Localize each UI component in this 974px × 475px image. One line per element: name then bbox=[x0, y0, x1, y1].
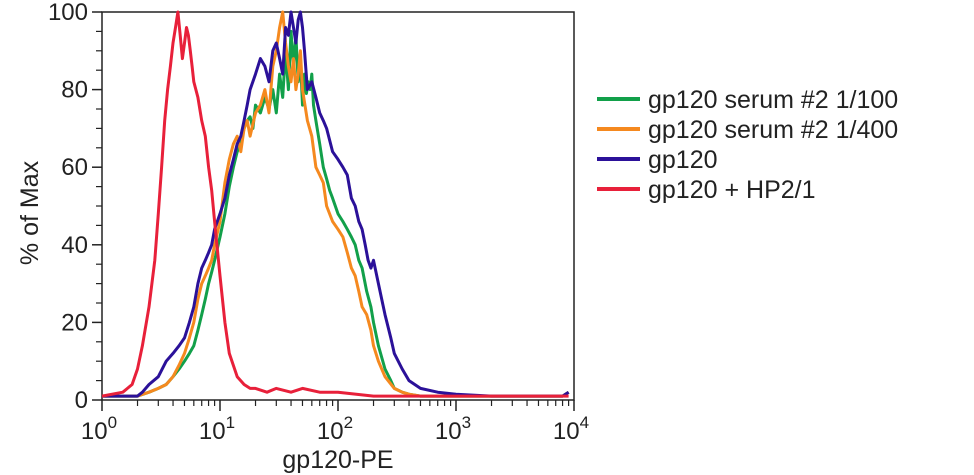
x-tick-label: 102 bbox=[317, 413, 353, 445]
y-tick-label: 100 bbox=[48, 0, 88, 26]
plot-area bbox=[101, 11, 575, 401]
legend-label: gp120 serum #2 1/400 bbox=[648, 116, 898, 144]
y-tick-label: 60 bbox=[61, 154, 88, 181]
series-layer bbox=[101, 10, 570, 398]
x-tick-label: 103 bbox=[435, 413, 471, 445]
y-tick-label: 40 bbox=[61, 232, 88, 259]
x-axis: 100 101 102 103 104 bbox=[81, 400, 589, 445]
x-tick-label: 104 bbox=[553, 413, 589, 445]
plot-frame bbox=[101, 11, 575, 401]
x-axis-title: gp120-PE bbox=[282, 446, 393, 474]
y-axis: 0 20 40 60 80 100 bbox=[48, 0, 102, 414]
series-line-4 bbox=[101, 10, 569, 398]
x-tick-label: 101 bbox=[199, 413, 235, 445]
legend-label: gp120 serum #2 1/100 bbox=[648, 86, 898, 114]
y-tick-label: 0 bbox=[75, 387, 88, 414]
series-line-2 bbox=[102, 10, 570, 398]
y-axis-title: % of Max bbox=[16, 160, 44, 265]
series-line-1 bbox=[102, 29, 570, 398]
y-tick-label: 20 bbox=[61, 309, 88, 336]
y-tick-label: 80 bbox=[61, 77, 88, 104]
series-line-3 bbox=[102, 10, 570, 398]
legend-label: gp120 + HP2/1 bbox=[648, 176, 816, 204]
legend-label: gp120 bbox=[648, 146, 718, 174]
x-tick-label: 100 bbox=[81, 413, 117, 445]
